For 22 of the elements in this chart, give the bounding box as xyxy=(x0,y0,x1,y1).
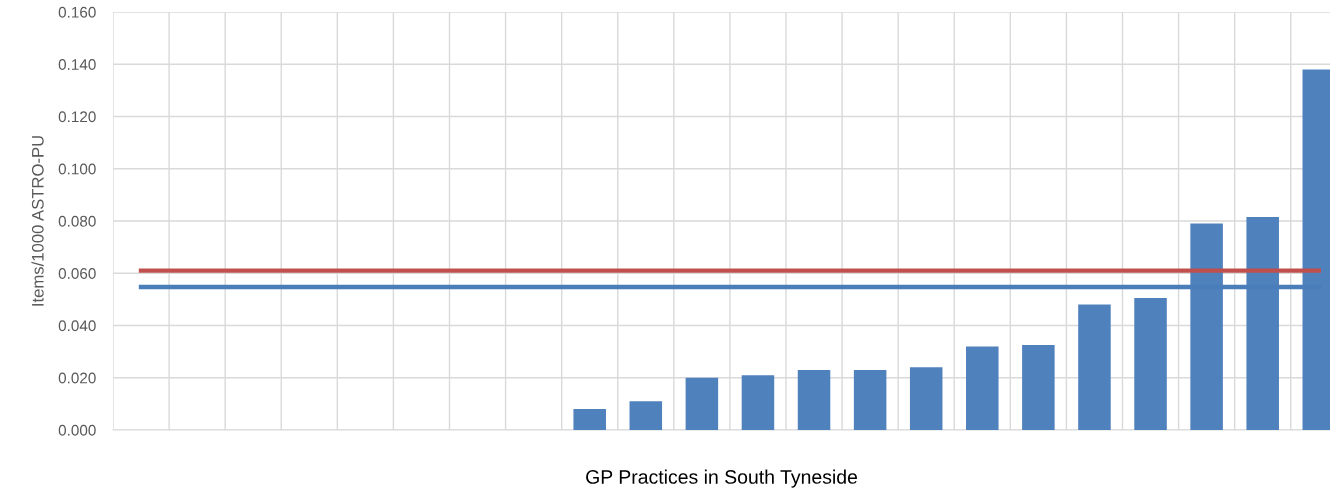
bar xyxy=(741,375,775,430)
bar xyxy=(573,409,606,430)
bar xyxy=(797,369,831,430)
x-axis-title: GP Practices in South Tyneside xyxy=(586,469,858,488)
bar xyxy=(1022,345,1055,430)
y-tick-label: 0.100 xyxy=(58,163,96,175)
y-tick-label: 0.040 xyxy=(58,320,96,332)
y-tick-label: 0.120 xyxy=(58,111,96,123)
y-tick-label: 0.160 xyxy=(58,6,96,18)
y-tick-label: 0.140 xyxy=(58,59,96,70)
y-tick-label: 0.000 xyxy=(58,424,96,436)
bar xyxy=(685,377,719,430)
bar xyxy=(1134,298,1167,430)
bar xyxy=(966,346,999,430)
y-axis-title: Items/1000 ASTRO-PU xyxy=(31,136,44,306)
y-tick-label: 0.060 xyxy=(58,268,96,279)
y-tick-label: 0.020 xyxy=(58,372,96,384)
bar xyxy=(909,367,943,430)
bar xyxy=(1078,304,1111,430)
y-tick-label: 0.080 xyxy=(58,215,96,227)
bar xyxy=(853,369,887,430)
bar xyxy=(629,401,663,430)
